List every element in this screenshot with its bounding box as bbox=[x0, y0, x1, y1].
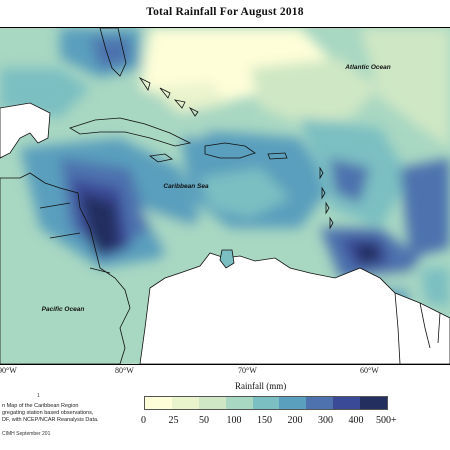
atlantic-ocean-label: Atlantic Ocean bbox=[344, 64, 391, 71]
landmasses bbox=[0, 28, 450, 364]
rainfall-map: Atlantic Ocean Caribbean Sea Pacific Oce… bbox=[0, 27, 450, 365]
footnote-line: DF, with NCEP/NCAR Reanalysis Data. bbox=[2, 417, 99, 423]
legend-swatch bbox=[225, 397, 253, 409]
credit-text: CIMH September 201 bbox=[2, 431, 51, 437]
legend-swatch bbox=[279, 397, 307, 409]
legend-swatch bbox=[198, 397, 226, 409]
legend-tick-label: 100 bbox=[226, 415, 242, 426]
lon-label-80w: 80°W bbox=[115, 366, 134, 375]
legend-swatch bbox=[360, 397, 388, 409]
pacific-ocean-label: Pacific Ocean bbox=[42, 306, 85, 313]
caribbean-sea-label: Caribbean Sea bbox=[163, 183, 209, 190]
legend-swatch bbox=[252, 397, 280, 409]
legend-tick-label: 300 bbox=[318, 415, 333, 426]
legend-swatch bbox=[306, 397, 334, 409]
legend-swatch bbox=[145, 397, 172, 409]
legend-ticks: 0 25 50 100 150 200 300 400 500+ bbox=[136, 415, 416, 429]
lon-label-90w: 90°W bbox=[0, 366, 17, 375]
color-legend bbox=[144, 396, 388, 410]
legend-tick-label: 50 bbox=[199, 415, 209, 426]
lon-label-70w: 70°W bbox=[238, 366, 257, 375]
lon-label-60w: 60°W bbox=[360, 366, 379, 375]
map-title: Total Rainfall For August 2018 bbox=[146, 6, 304, 18]
legend-tick-label: 25 bbox=[168, 415, 179, 426]
legend-tick-label: 400 bbox=[348, 415, 364, 426]
legend-tick-label: 200 bbox=[287, 415, 303, 426]
longitude-axis: 90°W 80°W 70°W 60°W bbox=[0, 366, 450, 380]
legend-swatch bbox=[171, 397, 199, 409]
legend-title: Rainfall (mm) bbox=[235, 381, 287, 391]
legend-tick-label: 150 bbox=[257, 415, 272, 426]
legend-swatch bbox=[333, 397, 361, 409]
footnote-line: n Map of the Caribbean Region bbox=[2, 403, 79, 409]
footnote-line: gregating station based observations, bbox=[2, 410, 94, 416]
footnote-text: n Map of the Caribbean Region gregating … bbox=[2, 403, 142, 424]
legend-tick-label: 500+ bbox=[376, 415, 397, 426]
footnote-marker: 1 bbox=[37, 393, 40, 399]
legend-tick-label: 0 bbox=[141, 415, 146, 426]
